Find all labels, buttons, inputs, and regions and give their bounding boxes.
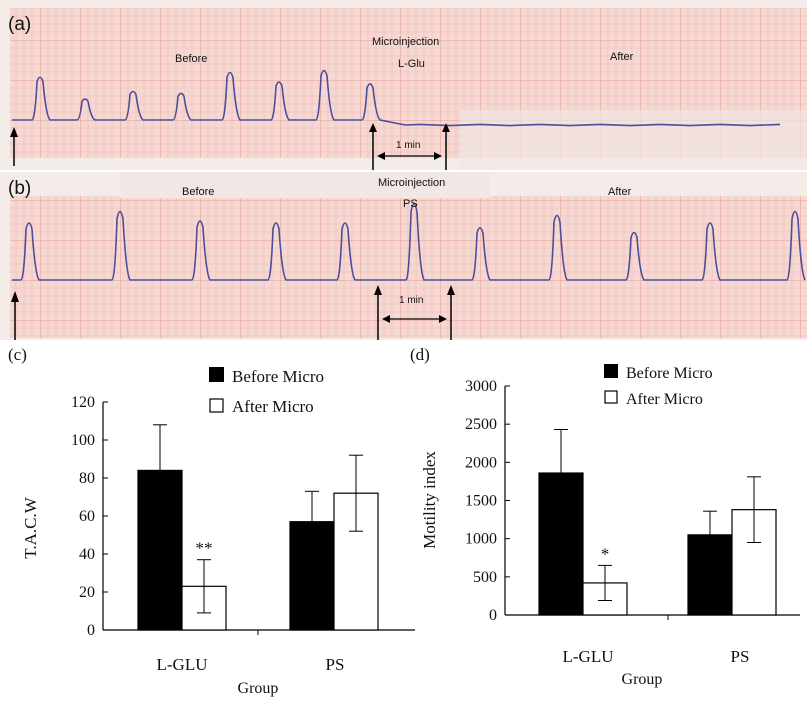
panel-a-micro-text: Microinjection — [372, 36, 439, 48]
chart-c-y-tick-label: 60 — [79, 508, 95, 525]
chart-d-y-tick-label: 500 — [473, 569, 497, 586]
panel-b-ecg-trace: (b) Before Microinjection PS After 1 min — [0, 172, 807, 340]
chart-c-y-tick-label: 20 — [79, 584, 95, 601]
chart-c-x-axis-label: Group — [238, 680, 279, 697]
panel-a-before-text: Before — [175, 53, 207, 65]
panel-a-scale-bar — [369, 123, 450, 170]
panel-b-header-strip — [120, 172, 490, 198]
chart-d-legend-label-after: After Micro — [626, 391, 703, 408]
panel-b-agent-text: PS — [403, 198, 418, 210]
panel-a-trace-line — [12, 69, 781, 127]
chart-c-y-tick-label: 0 — [87, 622, 95, 639]
chart-c-x-tick-label: L-GLU — [157, 655, 208, 674]
chart-d-legend-swatch-before — [604, 364, 618, 378]
chart-d-x-tick-label: L-GLU — [563, 647, 614, 666]
chart-d-y-tick-label: 3000 — [465, 378, 497, 395]
chart-d-plot-area: 0 500 1000 1500 2000 2500 3000 L-GLU PS * — [465, 378, 800, 666]
chart-c: (c) T.A.C.W Group Before Micro After Mic… — [8, 345, 415, 697]
chart-d-y-axis-label: Motility index — [420, 451, 439, 549]
chart-c-y-tick-label: 100 — [71, 432, 95, 449]
panel-a-ecg-trace: (a) Before Microinjection L-Glu After 1 … — [0, 0, 807, 170]
panel-a-start-arrow — [10, 127, 18, 166]
chart-d-x-axis-label: Group — [622, 671, 663, 688]
panel-b-scale-bar — [374, 285, 455, 340]
panel-a-after-text: After — [610, 51, 634, 63]
chart-c-legend-swatch-after — [209, 398, 224, 413]
chart-c-y-axis-label: T.A.C.W — [21, 496, 40, 558]
panel-a-label: (a) — [8, 14, 31, 35]
chart-d-legend-swatch-after — [604, 390, 618, 404]
panel-b-before-text: Before — [182, 186, 214, 198]
chart-c-significance-mark: ** — [196, 539, 213, 558]
panel-a-scale-text: 1 min — [396, 140, 420, 151]
chart-c-legend-label-before: Before Micro — [232, 367, 324, 386]
chart-c-y-tick-label: 120 — [71, 394, 95, 411]
chart-c-legend-swatch-before — [209, 367, 224, 382]
chart-d-y-tick-label: 2000 — [465, 454, 497, 471]
chart-c-y-tick-label: 80 — [79, 470, 95, 487]
chart-d-panel-label: (d) — [410, 345, 430, 364]
panel-b-label: (b) — [8, 178, 31, 199]
panel-b-scale-text: 1 min — [399, 295, 423, 306]
panel-b-micro-text: Microinjection — [378, 177, 445, 189]
chart-d-x-tick-label: PS — [731, 647, 750, 666]
panel-b-after-text: After — [608, 186, 632, 198]
chart-c-plot-area: 0 20 40 60 80 100 120 L-GLU PS ** — [71, 394, 415, 674]
chart-c-legend: Before Micro After Micro — [209, 367, 324, 416]
chart-d-legend-label-before: Before Micro — [626, 365, 713, 382]
chart-d-y-tick-label: 1000 — [465, 531, 497, 548]
chart-d-significance-mark: * — [601, 544, 610, 563]
chart-d-y-tick-label: 1500 — [465, 493, 497, 510]
panel-b-start-arrow — [11, 291, 19, 340]
panel-b-trace-line — [12, 203, 806, 281]
chart-d-y-tick-label: 0 — [489, 607, 497, 624]
chart-c-x-tick-label: PS — [326, 655, 345, 674]
chart-d: (d) Motility index Group Before Micro Af… — [410, 345, 800, 688]
chart-d-legend: Before Micro After Micro — [604, 364, 713, 408]
panel-a-overlay — [460, 110, 807, 170]
chart-c-panel-label: (c) — [8, 345, 27, 364]
chart-c-y-tick-label: 40 — [79, 546, 95, 563]
chart-c-legend-label-after: After Micro — [232, 397, 314, 416]
chart-d-y-tick-label: 2500 — [465, 416, 497, 433]
panel-a-agent-text: L-Glu — [398, 58, 425, 70]
